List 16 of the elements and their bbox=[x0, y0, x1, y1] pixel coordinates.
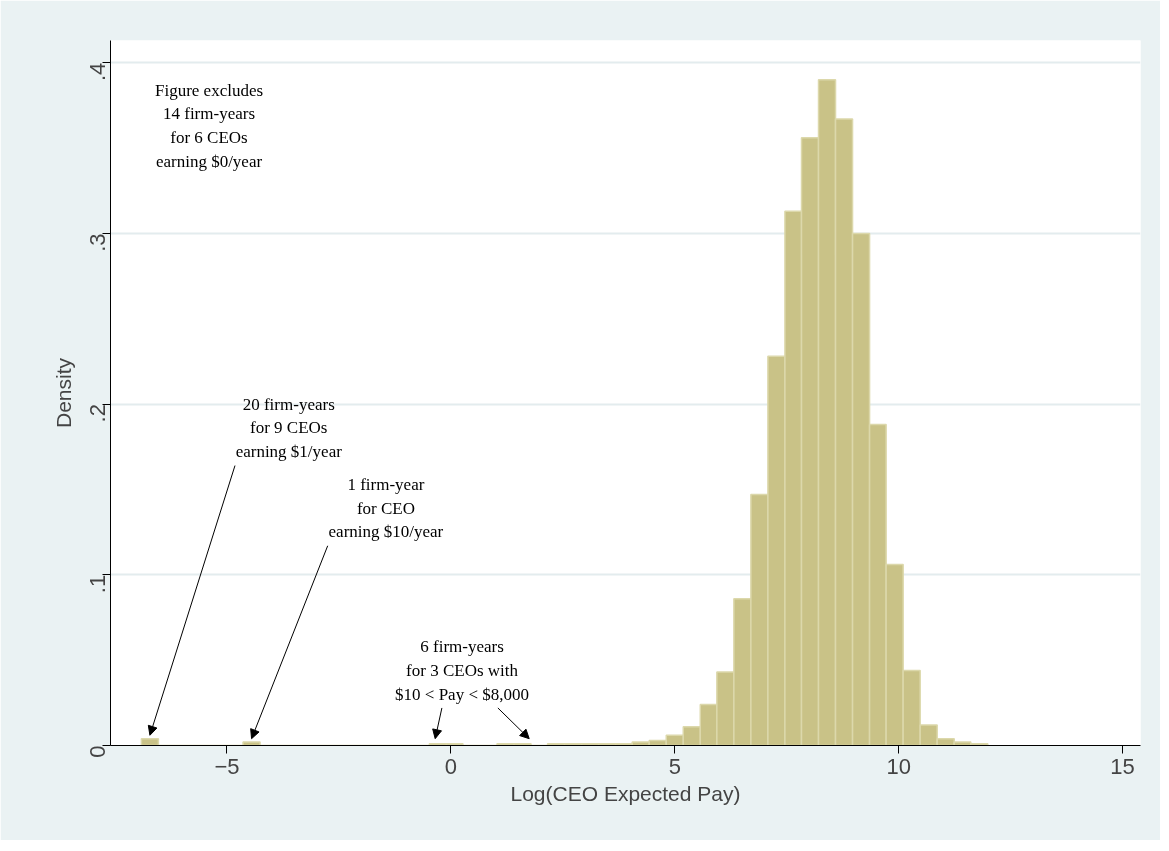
x-axis-title: Log(CEO Expected Pay) bbox=[510, 781, 741, 805]
annotation: 1 firm-year for CEO earning $10/year bbox=[328, 474, 444, 542]
annotation: 20 firm-years for 9 CEOs earning $1/year bbox=[235, 394, 343, 462]
x-tick-label: 0 bbox=[444, 753, 457, 779]
y-tick-label: .4 bbox=[85, 62, 110, 82]
x-tick-label: 5 bbox=[668, 753, 681, 779]
y-tick-label: .2 bbox=[85, 404, 110, 423]
y-tick-label: .3 bbox=[85, 233, 110, 252]
y-axis-title: Density bbox=[51, 357, 75, 429]
x-tick-label: 15 bbox=[1110, 753, 1135, 779]
y-tick-label: 0 bbox=[85, 745, 110, 758]
x-tick-label: −5 bbox=[214, 753, 240, 779]
x-tick-label: 10 bbox=[886, 753, 911, 779]
y-tick-label: .1 bbox=[85, 574, 110, 594]
annotation: 6 firm-years for 3 CEOs with $10 < Pay < $8,000 bbox=[395, 637, 530, 704]
annotation: Figure excludes 14 firm-years for 6 CEOs earning $0/year bbox=[154, 80, 264, 171]
